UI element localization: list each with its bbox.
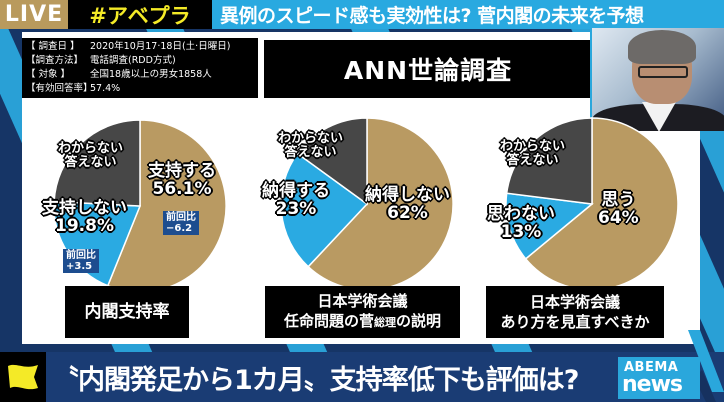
pie3-agree-label: 思う 64% [598, 190, 639, 228]
info-key: 【 対象 】 [26, 69, 71, 80]
pie1-caption: 内閣支持率 [65, 286, 189, 338]
pie2-convinced-label: 納得する 23% [262, 181, 330, 219]
commentator-hair [628, 30, 696, 64]
pie1-unknown-label: わからない 答えない [58, 141, 124, 170]
hashtag-label: #アベプラ [68, 0, 212, 29]
pie-chart-cabinet-support [52, 118, 228, 298]
info-value: 電話調査(RDD方式) [90, 55, 176, 66]
program-headline: 異例のスピード感も実効性は? 菅内閣の未来を予想 [212, 0, 724, 29]
pie2-unknown-label: わからない 答えない [278, 131, 344, 160]
flag-box [0, 352, 46, 402]
logo-abema-text: ABEMA [624, 360, 679, 375]
pie-slice-unknown [53, 119, 141, 207]
logo-news-text: news [622, 372, 683, 397]
abema-news-logo: ABEMA news [618, 357, 700, 399]
flag-icon [8, 364, 38, 390]
info-value: 57.4% [90, 83, 121, 94]
top-bar: LIVE #アベプラ 異例のスピード感も実効性は? 菅内閣の未来を予想 [0, 0, 724, 29]
live-badge: LIVE [0, 0, 68, 29]
info-value: 全国18歳以上の男女1858人 [90, 69, 212, 80]
pie-slice-agree [524, 117, 679, 291]
survey-title: ANN世論調査 [264, 40, 592, 98]
pie3-disagree-label: 思わない 13% [487, 204, 555, 242]
pie-slice-unknown [296, 117, 368, 206]
pie3-caption: 日本学術会議 あり方を見直すべきか [486, 286, 664, 338]
pie-chart-reform [504, 116, 680, 296]
survey-info-row: 【有効回答率】 57.4% [26, 82, 258, 96]
info-key: 【有効回答率】 [26, 83, 93, 94]
ticker-headline: 〝内閣発足から1カ月〟支持率低下も評価は? [52, 364, 579, 396]
pie-chart-explanation [279, 116, 455, 296]
pie-slice-unknown [505, 117, 593, 205]
pie-slice-convinced [280, 152, 369, 268]
survey-info-row: 【調査方法】 電話調査(RDD方式) [26, 54, 258, 68]
info-value: 2020年10月17·18日(土·日曜日) [90, 41, 231, 52]
pie1-not-support-delta: 前回比 +3.5 [63, 249, 99, 273]
survey-info-row: 【 調査日 】 2020年10月17·18日(土·日曜日) [26, 40, 258, 54]
pie1-not-support-label: 支持しない 19.8% [42, 198, 127, 236]
pie1-support-label: 支持する 56.1% [148, 161, 216, 199]
pie1-support-delta: 前回比 −6.2 [163, 211, 199, 235]
news-ticker [0, 352, 724, 402]
info-key: 【 調査日 】 [26, 41, 80, 52]
info-key: 【調査方法】 [26, 55, 84, 66]
pie2-not-convinced-label: 納得しない 62% [365, 185, 450, 223]
survey-info-row: 【 対象 】 全国18歳以上の男女1858人 [26, 68, 258, 82]
survey-info-box: 【 調査日 】 2020年10月17·18日(土·日曜日) 【調査方法】 電話調査(… [22, 38, 258, 98]
glasses-icon [638, 66, 688, 78]
pie-slice-disagree [505, 192, 594, 260]
pie2-caption: 日本学術会議 任命問題の菅総理の説明 [265, 286, 460, 338]
pie3-unknown-label: わからない 答えない [500, 139, 566, 168]
